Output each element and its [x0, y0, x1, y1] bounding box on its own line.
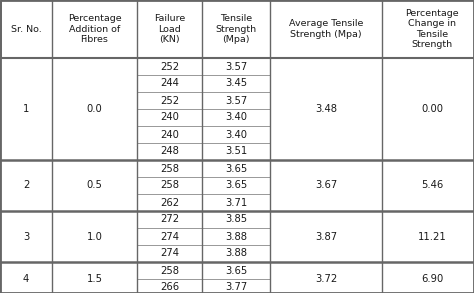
Text: 272: 272: [160, 214, 179, 224]
Text: 266: 266: [160, 282, 179, 292]
Text: 258: 258: [160, 163, 179, 173]
Text: 3.51: 3.51: [225, 146, 247, 156]
Text: 240: 240: [160, 113, 179, 122]
Text: 0.5: 0.5: [87, 180, 102, 190]
Text: Failure
Load
(KN): Failure Load (KN): [154, 14, 185, 44]
Text: 248: 248: [160, 146, 179, 156]
Text: 3.88: 3.88: [225, 248, 247, 258]
Text: 262: 262: [160, 197, 179, 207]
Text: 258: 258: [160, 265, 179, 275]
Text: 252: 252: [160, 62, 179, 71]
Text: 6.90: 6.90: [421, 274, 443, 284]
Text: 244: 244: [160, 79, 179, 88]
Text: 1: 1: [23, 104, 29, 114]
Text: Percentage
Change in
Tensile
Strength: Percentage Change in Tensile Strength: [405, 9, 459, 49]
Text: 274: 274: [160, 248, 179, 258]
Text: 252: 252: [160, 96, 179, 105]
Text: 3.40: 3.40: [225, 130, 247, 139]
Text: 3: 3: [23, 231, 29, 241]
Text: 3.57: 3.57: [225, 62, 247, 71]
Text: 0.0: 0.0: [87, 104, 102, 114]
Text: 274: 274: [160, 231, 179, 241]
Text: 1.0: 1.0: [87, 231, 102, 241]
Text: 3.71: 3.71: [225, 197, 247, 207]
Text: 3.40: 3.40: [225, 113, 247, 122]
Text: 4: 4: [23, 274, 29, 284]
Text: 240: 240: [160, 130, 179, 139]
Text: 3.65: 3.65: [225, 265, 247, 275]
Text: 258: 258: [160, 180, 179, 190]
Text: 5.46: 5.46: [421, 180, 443, 190]
Text: 3.65: 3.65: [225, 180, 247, 190]
Text: 3.85: 3.85: [225, 214, 247, 224]
Text: 3.72: 3.72: [315, 274, 337, 284]
Text: 3.57: 3.57: [225, 96, 247, 105]
Text: Average Tensile
Strength (Mpa): Average Tensile Strength (Mpa): [289, 19, 363, 39]
Text: 3.67: 3.67: [315, 180, 337, 190]
Text: 3.77: 3.77: [225, 282, 247, 292]
Text: 2: 2: [23, 180, 29, 190]
Text: 3.45: 3.45: [225, 79, 247, 88]
Text: Tensile
Strength
(Mpa): Tensile Strength (Mpa): [216, 14, 256, 44]
Text: 3.88: 3.88: [225, 231, 247, 241]
Text: Sr. No.: Sr. No.: [10, 25, 41, 33]
Text: 11.21: 11.21: [418, 231, 447, 241]
Text: 3.65: 3.65: [225, 163, 247, 173]
Text: 0.00: 0.00: [421, 104, 443, 114]
Text: 3.48: 3.48: [315, 104, 337, 114]
Text: 1.5: 1.5: [86, 274, 102, 284]
Text: Percentage
Addition of
Fibres: Percentage Addition of Fibres: [68, 14, 121, 44]
Text: 3.87: 3.87: [315, 231, 337, 241]
